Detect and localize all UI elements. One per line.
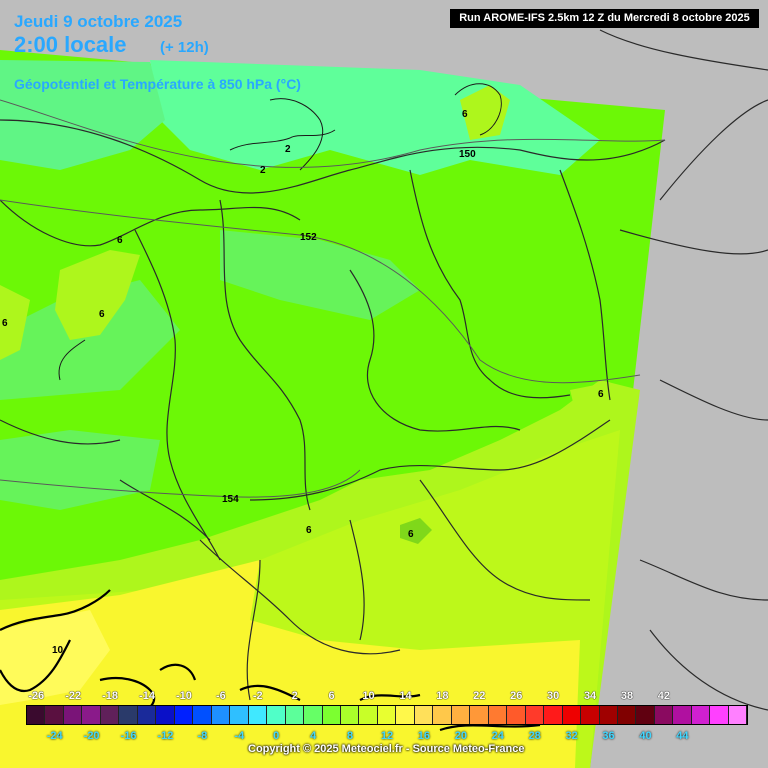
scale-swatch xyxy=(414,706,434,724)
scale-swatch xyxy=(377,706,397,724)
scale-label-top: -18 xyxy=(102,690,119,702)
lead-time: (+ 12h) xyxy=(160,39,209,56)
scale-label-bottom: 12 xyxy=(380,730,394,742)
scale-label-bottom: -8 xyxy=(197,730,208,742)
temperature-label: 2 xyxy=(260,165,266,176)
scale-label-bottom: 36 xyxy=(602,730,615,742)
run-info: Run AROME-IFS 2.5km 12 Z du Mercredi 8 o… xyxy=(450,9,759,28)
scale-swatch xyxy=(322,706,341,724)
scale-swatch xyxy=(137,706,157,724)
scale-label-bottom: -12 xyxy=(157,730,174,742)
scale-label-top: 34 xyxy=(583,690,597,702)
scale-swatch xyxy=(396,706,415,724)
scale-label-top: 14 xyxy=(399,690,412,702)
scale-swatch xyxy=(27,706,46,724)
scale-label-bottom: 24 xyxy=(491,730,504,742)
scale-label-top: 2 xyxy=(291,690,298,702)
map-title: Géopotentiel et Température à 850 hPa (°… xyxy=(14,76,301,92)
forecast-time: 2:00 locale xyxy=(14,32,127,57)
scale-swatch xyxy=(562,706,582,724)
scale-swatch xyxy=(100,706,120,724)
scale-label-top: 26 xyxy=(510,690,523,702)
scale-swatch xyxy=(211,706,231,724)
scale-swatch xyxy=(359,706,378,724)
temperature-label: 6 xyxy=(99,309,105,320)
scale-label-top: 6 xyxy=(328,690,335,702)
scale-label-top: 38 xyxy=(620,690,634,702)
scale-swatch xyxy=(340,706,360,724)
scale-label-top: -22 xyxy=(65,690,82,702)
temperature-label: 6 xyxy=(117,235,123,246)
temperature-label: 2 xyxy=(285,144,291,155)
scale-label-bottom: 4 xyxy=(310,730,317,742)
scale-swatch xyxy=(119,706,138,724)
temperature-label: 6 xyxy=(598,389,604,400)
scale-label-bottom: 40 xyxy=(639,730,652,742)
scale-swatch xyxy=(248,706,268,724)
scale-swatch xyxy=(488,706,508,724)
scale-label-top: 10 xyxy=(362,690,375,702)
scale-label-top: -2 xyxy=(252,690,263,702)
scale-label-top: -6 xyxy=(215,690,226,702)
scale-swatch xyxy=(267,706,286,724)
scale-swatch xyxy=(193,706,212,724)
scale-swatch xyxy=(156,706,175,724)
scale-label-bottom: 44 xyxy=(676,730,689,742)
scale-label-bottom: 20 xyxy=(454,730,467,742)
temperature-label: 6 xyxy=(2,318,8,329)
temperature-label: 6 xyxy=(408,529,414,540)
scale-swatch xyxy=(673,706,692,724)
scale-swatch xyxy=(599,706,618,724)
scale-swatch xyxy=(691,706,711,724)
scale-swatch xyxy=(654,706,674,724)
scale-label-top: 30 xyxy=(547,690,560,702)
scale-swatch xyxy=(82,706,101,724)
scale-label-bottom: 32 xyxy=(565,730,578,742)
scale-swatch xyxy=(710,706,729,724)
scale-label-top: 42 xyxy=(657,690,671,702)
geopotential-label: 152 xyxy=(300,232,317,243)
scale-label-bottom: 16 xyxy=(417,730,431,742)
temperature-label: 6 xyxy=(306,525,312,536)
scale-label-top: 18 xyxy=(436,690,449,702)
scale-label-top: -14 xyxy=(139,690,155,702)
scale-swatch xyxy=(618,706,637,724)
scale-swatch xyxy=(728,706,748,724)
scale-label-bottom: -4 xyxy=(234,730,245,742)
scale-swatch xyxy=(63,706,83,724)
temperature-label: 6 xyxy=(462,109,468,120)
scale-label-top: 22 xyxy=(473,690,486,702)
scale-swatch xyxy=(544,706,563,724)
scale-label-bottom: 8 xyxy=(347,730,354,742)
scale-swatch xyxy=(230,706,249,724)
geopotential-label: 154 xyxy=(222,494,239,505)
scale-swatch xyxy=(45,706,64,724)
geopotential-label: 150 xyxy=(459,149,476,160)
copyright: Copyright © 2025 Meteociel.fr - Source M… xyxy=(248,743,525,755)
scale-swatch xyxy=(304,706,323,724)
scale-label-bottom: 0 xyxy=(273,730,280,742)
scale-label-top: -10 xyxy=(175,690,192,702)
scale-swatch xyxy=(470,706,489,724)
scale-label-top: -26 xyxy=(28,690,45,702)
temperature-label: 10 xyxy=(52,645,64,656)
scale-swatch xyxy=(285,706,305,724)
scale-swatch xyxy=(433,706,452,724)
scale-swatch xyxy=(174,706,194,724)
scale-label-bottom: -20 xyxy=(83,730,100,742)
scale-label-bottom: 28 xyxy=(528,730,541,742)
scale-swatch xyxy=(525,706,545,724)
forecast-date: Jeudi 9 octobre 2025 xyxy=(14,12,183,31)
scale-label-bottom: -16 xyxy=(120,730,137,742)
scale-swatch xyxy=(507,706,526,724)
color-scale xyxy=(27,706,748,724)
scale-label-bottom: -24 xyxy=(46,730,63,742)
scale-swatch xyxy=(636,706,655,724)
scale-swatch xyxy=(581,706,600,724)
scale-swatch xyxy=(451,706,471,724)
